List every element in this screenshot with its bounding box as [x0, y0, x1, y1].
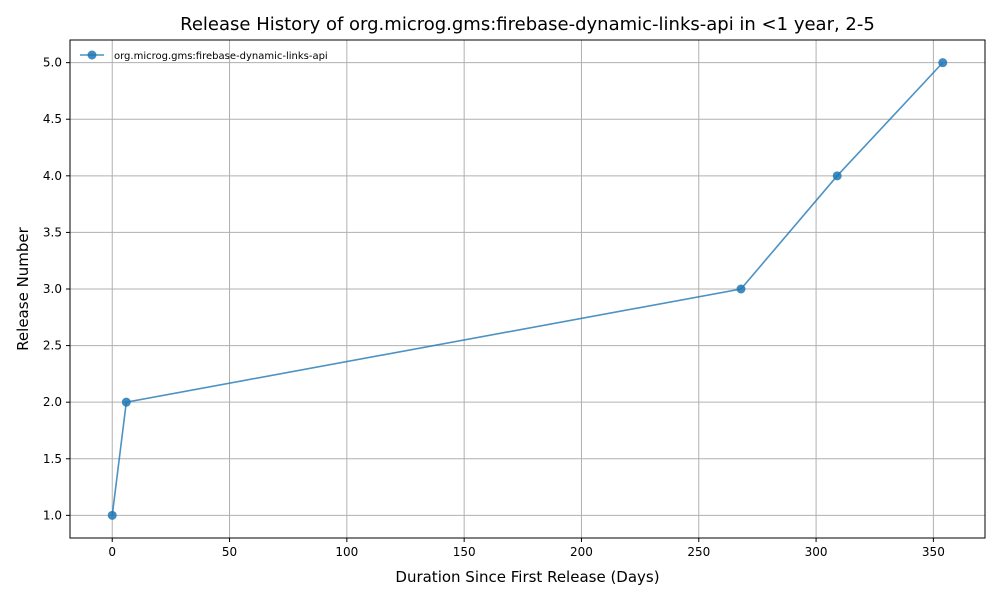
y-tick-label: 1.5: [43, 452, 62, 466]
legend: org.microg.gms:firebase-dynamic-links-ap…: [80, 50, 328, 62]
data-point: [736, 284, 746, 294]
grid: [70, 40, 985, 538]
y-axis-title: Release Number: [14, 226, 32, 350]
legend-marker: [87, 50, 97, 60]
y-tick-label: 5.0: [43, 56, 62, 70]
x-tick-label: 350: [922, 545, 945, 559]
data-point: [121, 397, 131, 407]
legend-label-series-1: org.microg.gms:firebase-dynamic-links-ap…: [114, 51, 328, 62]
data-point: [107, 510, 117, 520]
y-tick-label: 2.0: [43, 395, 62, 409]
series-layer: [107, 58, 948, 520]
y-tick-label: 3.0: [43, 282, 62, 296]
x-axis-title: Duration Since First Release (Days): [395, 568, 659, 586]
x-tick-label: 150: [453, 545, 476, 559]
data-point: [938, 58, 948, 68]
chart-title: Release History of org.microg.gms:fireba…: [180, 14, 875, 35]
y-tick-label: 4.5: [43, 112, 62, 126]
x-tick-label: 300: [805, 545, 828, 559]
data-point: [832, 171, 842, 181]
y-tick-label: 3.5: [43, 225, 62, 239]
x-tick-label: 100: [335, 545, 358, 559]
axis-ticks: 0 50 100 150 200 250 300 350 1.0 1.5 2.0 2.5 3.0 3.5 4…: [43, 56, 945, 559]
y-tick-label: 2.5: [43, 339, 62, 353]
x-tick-label: 0: [108, 545, 116, 559]
y-tick-label: 4.0: [43, 169, 62, 183]
x-tick-label: 200: [570, 545, 593, 559]
x-tick-label: 50: [222, 545, 237, 559]
x-tick-label: 250: [687, 545, 710, 559]
y-tick-label: 1.0: [43, 508, 62, 522]
